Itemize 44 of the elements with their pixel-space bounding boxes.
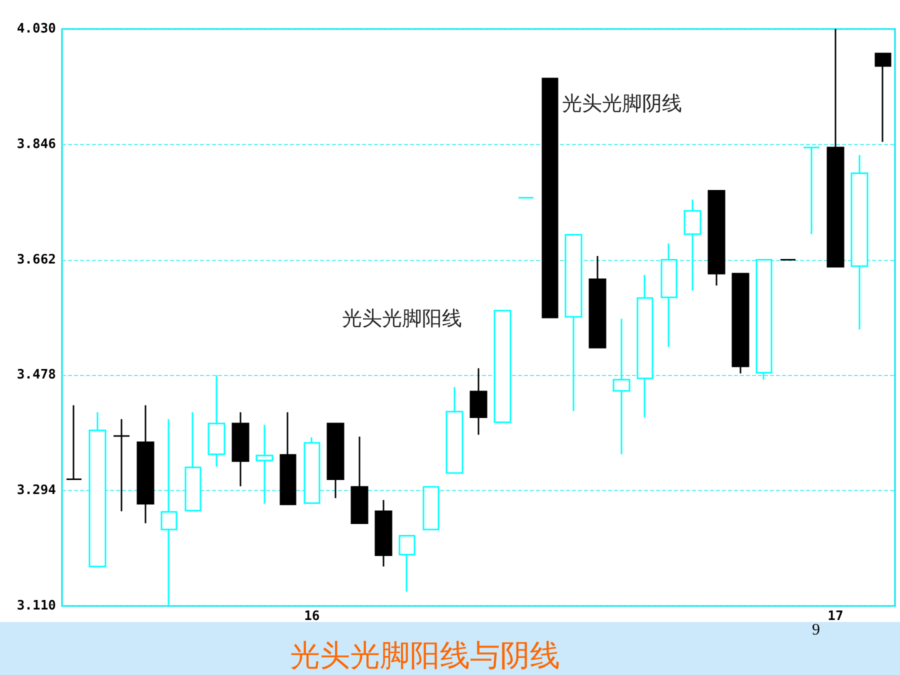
- candlestick: [660, 242, 678, 348]
- candlestick: [374, 499, 392, 568]
- candlestick: [564, 234, 582, 412]
- candlestick: [542, 78, 558, 318]
- candlestick: [826, 28, 844, 268]
- y-tick-label: 3.662: [16, 252, 56, 268]
- candlestick: [232, 411, 250, 487]
- candlestick: [136, 404, 154, 524]
- candlestick: [684, 198, 702, 292]
- candlestick: [350, 436, 368, 524]
- candlestick: [850, 154, 868, 330]
- candlestick: [874, 52, 892, 143]
- candlestick: [66, 404, 82, 480]
- y-tick-label: 3.110: [16, 598, 56, 614]
- candlestick: [422, 486, 440, 530]
- candlestick: [398, 535, 416, 592]
- candlestick: [612, 318, 630, 455]
- candlestick: [636, 274, 654, 418]
- candlestick: [256, 424, 274, 505]
- candlestick: [88, 411, 106, 568]
- y-tick-label: 3.294: [16, 483, 56, 498]
- candlestick: [494, 310, 512, 423]
- y-tick-label: 3.846: [16, 136, 56, 152]
- candlestick: [446, 386, 464, 474]
- candlestick: [112, 418, 130, 512]
- candlestick: [732, 272, 750, 374]
- candlestick: [470, 368, 488, 436]
- annotation: 光头光脚阳线: [342, 306, 462, 330]
- y-tick-label: 3.478: [16, 368, 56, 383]
- text: 光头光脚阳线与阴线: [290, 638, 560, 674]
- x-tick-label: 16: [304, 609, 320, 624]
- text: 9: [812, 622, 820, 638]
- candlestick: [708, 190, 726, 286]
- candlestick: [588, 255, 606, 348]
- x-tick-label: 17: [828, 609, 844, 624]
- candlestick: [802, 146, 820, 235]
- candlestick: [184, 411, 202, 512]
- annotation: 光头光脚阴线: [562, 91, 682, 115]
- candlestick: [280, 411, 296, 506]
- candlestick: [208, 374, 226, 468]
- y-tick-label: 4.030: [16, 22, 56, 36]
- candlestick: [756, 259, 772, 380]
- candlestick: [326, 422, 344, 499]
- candlestick: [304, 436, 320, 504]
